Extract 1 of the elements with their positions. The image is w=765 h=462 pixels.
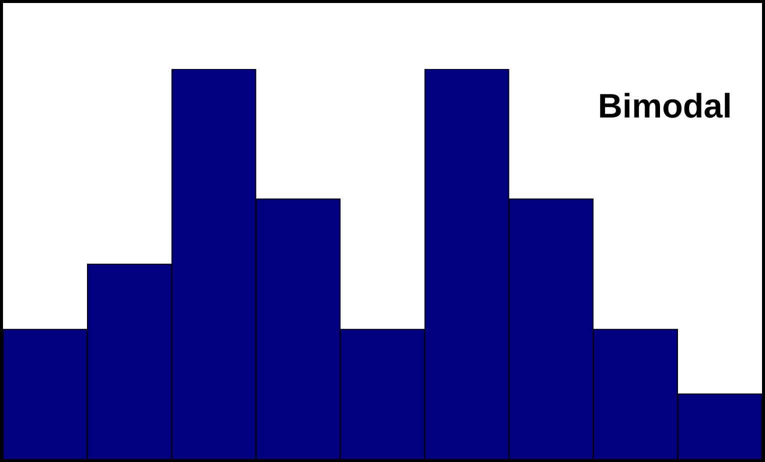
- text: Bimodal: [598, 87, 732, 126]
